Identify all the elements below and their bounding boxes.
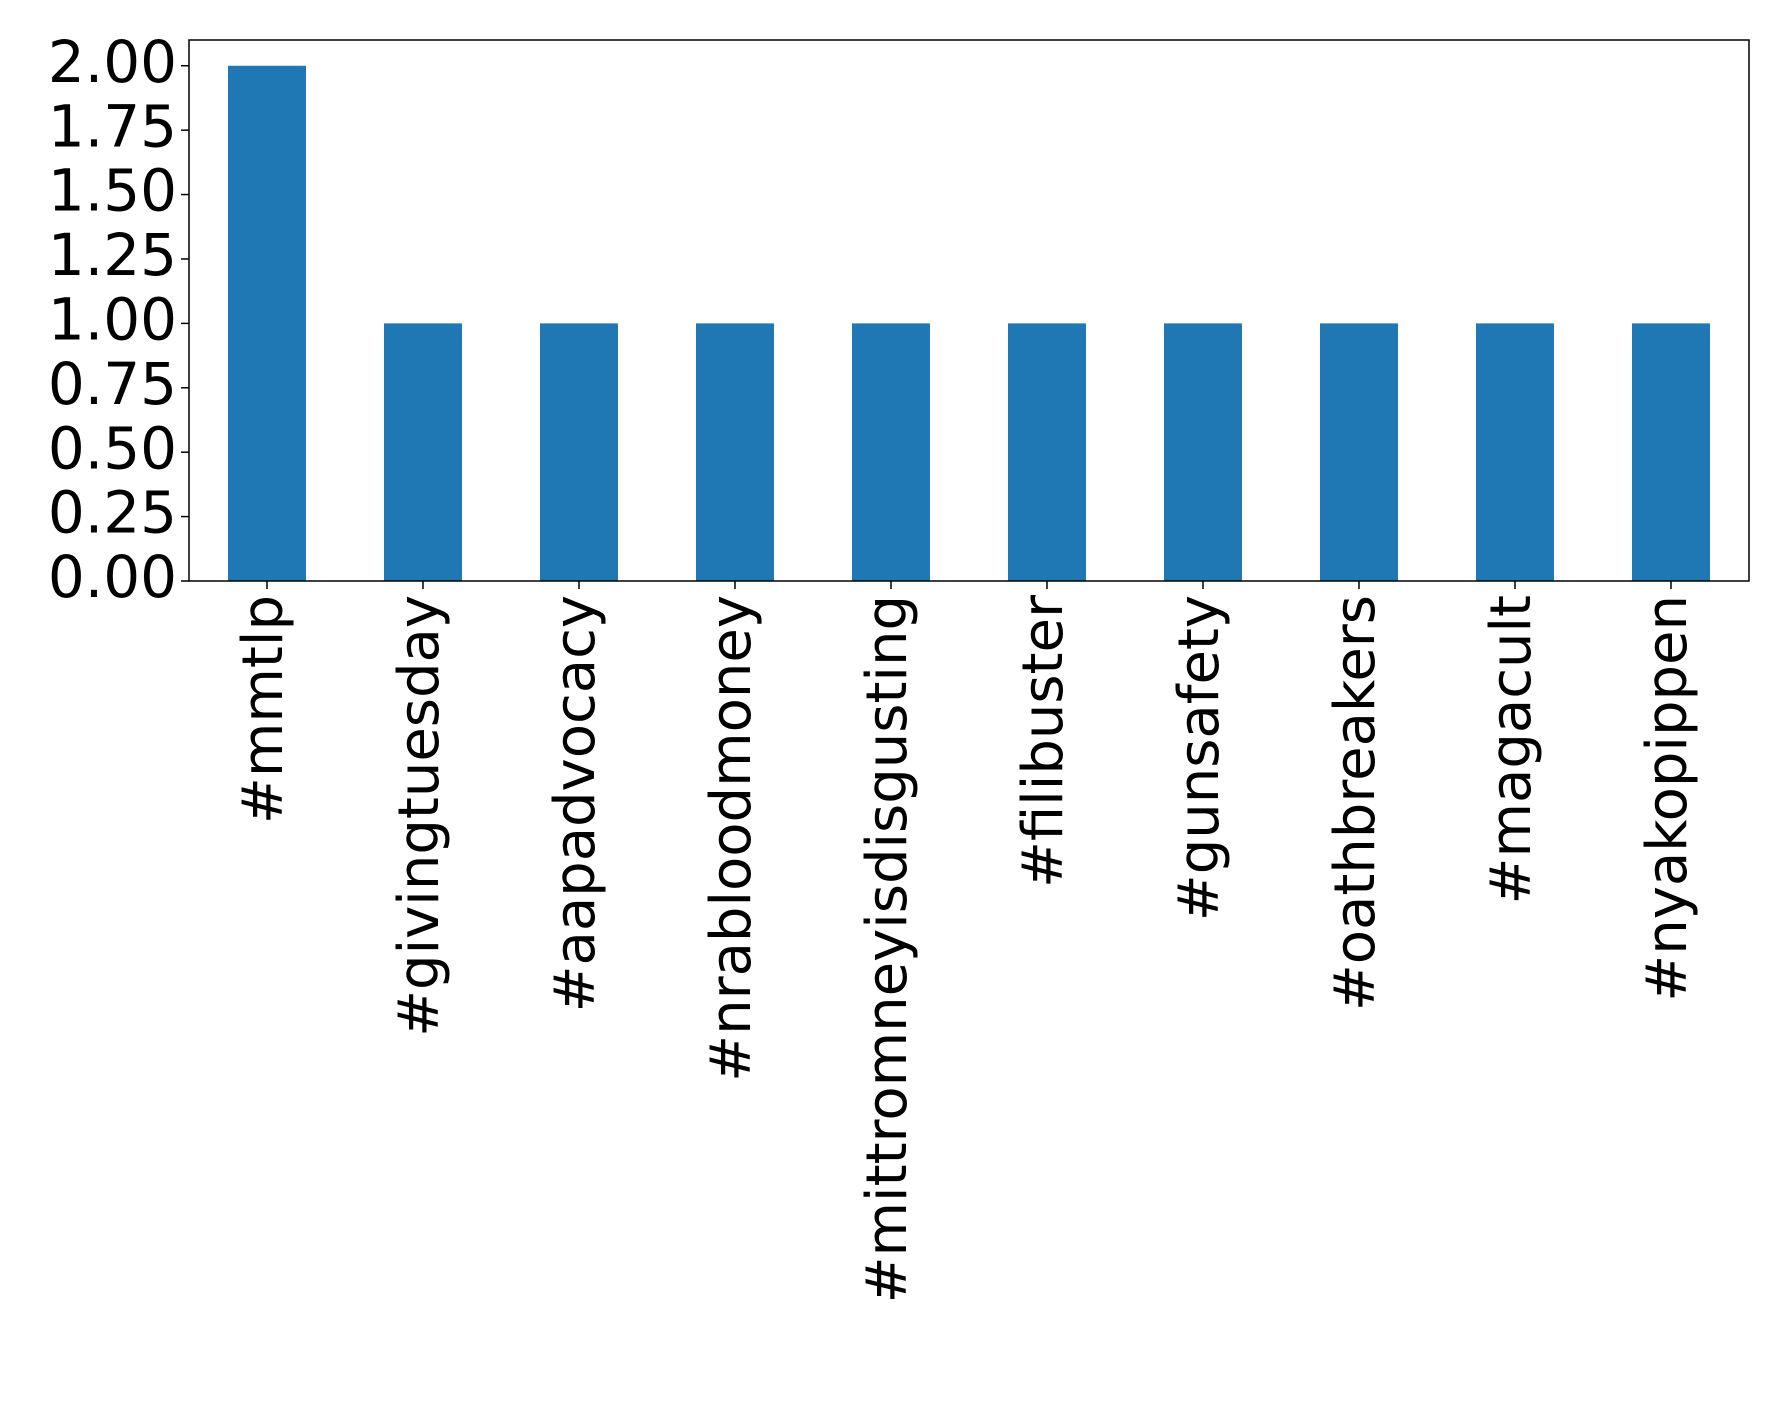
x-tick-label: #mmtlp [231,595,296,824]
x-tick-label: #mittromneyisdisgusting [855,595,920,1303]
bar [540,323,618,581]
y-tick-label: 1.75 [48,92,177,160]
bar [696,323,774,581]
y-tick-label: 1.00 [48,285,177,353]
bar [1476,323,1554,581]
bar [1320,323,1398,581]
y-tick-label: 0.00 [48,543,177,611]
bar [1164,323,1242,581]
x-tick-label: #filibuster [1011,594,1076,888]
y-tick-label: 0.25 [48,479,177,547]
x-tick-label: #gunsafety [1167,595,1232,921]
x-tick-label: #oathbreakers [1323,595,1388,1011]
bar [1632,323,1710,581]
bar [852,323,930,581]
y-tick-label: 0.50 [48,414,177,482]
x-tick-label: #nyakopippen [1635,595,1700,1002]
plot-frame [188,39,1750,582]
bar [1008,323,1086,581]
bar [228,65,306,581]
x-tick-label: #givingtuesday [387,595,452,1037]
x-tick-label: #magacult [1479,595,1544,904]
y-tick-label: 0.75 [48,350,177,418]
y-tick-label: 1.25 [48,221,177,289]
y-tick-label: 1.50 [48,157,177,225]
x-tick-label: #nrabloodmoney [699,595,764,1082]
bar [384,323,462,581]
y-tick-label: 2.00 [48,28,177,96]
x-tick-label: #aapadvocacy [543,595,608,1012]
